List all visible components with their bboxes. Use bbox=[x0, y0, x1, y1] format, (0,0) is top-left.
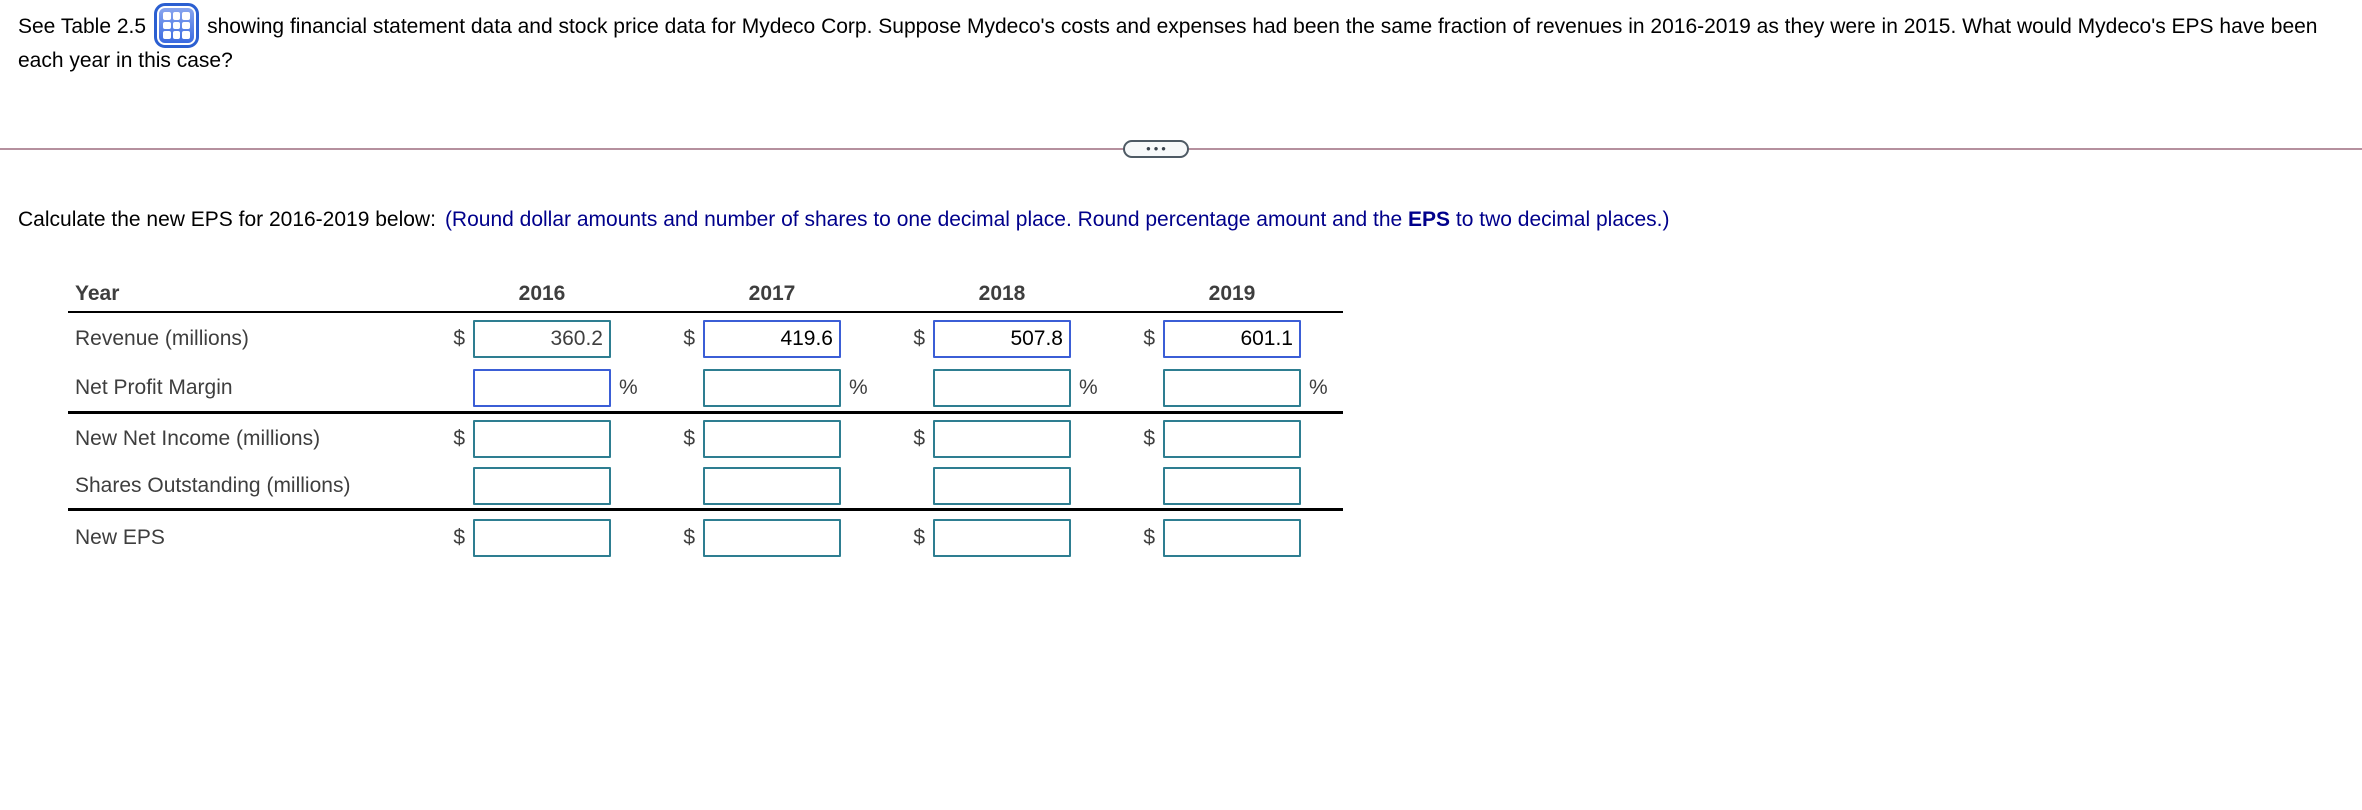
question-part1: See Table 2.5 bbox=[18, 15, 147, 38]
nni-2016-input[interactable] bbox=[473, 420, 611, 458]
dollar-sign: $ bbox=[1143, 427, 1155, 450]
question-part2: showing financial statement data and sto… bbox=[18, 15, 2318, 72]
percent-sign: % bbox=[619, 375, 638, 399]
nni-2017-input[interactable] bbox=[703, 420, 841, 458]
eps-2019-input[interactable] bbox=[1163, 519, 1301, 557]
percent-sign: % bbox=[1079, 375, 1098, 399]
instruction-black: Calculate the new EPS for 2016-2019 belo… bbox=[18, 208, 436, 231]
table-row-new-eps: New EPS $ $ $ $ bbox=[68, 511, 1343, 565]
nni-2019-input[interactable] bbox=[1163, 420, 1301, 458]
shares-2017-input[interactable] bbox=[703, 467, 841, 505]
table-icon[interactable] bbox=[154, 2, 200, 48]
eps-2017-input[interactable] bbox=[703, 519, 841, 557]
year-header-2019: 2019 bbox=[1135, 282, 1343, 306]
dollar-sign: $ bbox=[913, 526, 925, 549]
percent-sign: % bbox=[849, 375, 868, 399]
new-eps-label: New EPS bbox=[75, 526, 165, 549]
question-text: See Table 2.5 showing financial statement… bbox=[18, 2, 2350, 78]
year-2018-label: 2018 bbox=[978, 281, 1026, 305]
eps-2016-input[interactable] bbox=[473, 519, 611, 557]
year-2017-label: 2017 bbox=[748, 281, 796, 305]
dollar-sign: $ bbox=[683, 427, 695, 450]
dollar-sign: $ bbox=[913, 427, 925, 450]
revenue-2018-input[interactable] bbox=[933, 319, 1071, 358]
shares-2019-input[interactable] bbox=[1163, 467, 1301, 505]
npm-2019-input[interactable] bbox=[1163, 368, 1301, 407]
answer-table: Year 2016 2017 2018 2019 Revenue (millio… bbox=[68, 276, 1343, 565]
year-2016-label: 2016 bbox=[518, 281, 566, 305]
table-row-revenue: Revenue (millions) $ $ $ $ bbox=[68, 313, 1343, 364]
npm-2018-input[interactable] bbox=[933, 368, 1071, 407]
nni-2018-input[interactable] bbox=[933, 420, 1071, 458]
net-profit-margin-label: Net Profit Margin bbox=[75, 375, 233, 399]
revenue-2016-input[interactable] bbox=[473, 319, 611, 358]
year-header-2018: 2018 bbox=[905, 282, 1135, 306]
table-row-shares-outstanding: Shares Outstanding (millions) bbox=[68, 464, 1343, 511]
dollar-sign: $ bbox=[913, 326, 925, 350]
table-row-new-net-income: New Net Income (millions) $ $ $ $ bbox=[68, 414, 1343, 464]
instruction-blue-after: to two decimal places.) bbox=[1450, 208, 1670, 231]
ellipsis-icon: ••• bbox=[1146, 141, 1169, 156]
revenue-label: Revenue (millions) bbox=[75, 326, 249, 350]
table-icon-grid bbox=[159, 7, 195, 43]
ellipsis-toggle-button[interactable]: ••• bbox=[1123, 140, 1189, 158]
eps-2018-input[interactable] bbox=[933, 519, 1071, 557]
instruction-blue-bold: EPS bbox=[1408, 208, 1451, 231]
new-net-income-label: New Net Income (millions) bbox=[75, 427, 321, 450]
table-row-net-profit-margin: Net Profit Margin % % % % bbox=[68, 364, 1343, 414]
npm-2016-input[interactable] bbox=[473, 368, 611, 407]
revenue-2019-input[interactable] bbox=[1163, 319, 1301, 358]
instruction-blue: (Round dollar amounts and number of shar… bbox=[445, 208, 1670, 231]
shares-2018-input[interactable] bbox=[933, 467, 1071, 505]
dollar-sign: $ bbox=[1143, 326, 1155, 350]
year-header-label: Year bbox=[75, 281, 120, 305]
instruction-text: Calculate the new EPS for 2016-2019 belo… bbox=[18, 205, 2350, 235]
shares-2016-input[interactable] bbox=[473, 467, 611, 505]
table-header-row: Year 2016 2017 2018 2019 bbox=[68, 276, 1343, 313]
year-header-2017: 2017 bbox=[675, 282, 905, 306]
dollar-sign: $ bbox=[453, 326, 465, 350]
dollar-sign: $ bbox=[453, 526, 465, 549]
dollar-sign: $ bbox=[683, 326, 695, 350]
year-2019-label: 2019 bbox=[1208, 281, 1256, 305]
revenue-2017-input[interactable] bbox=[703, 319, 841, 358]
dollar-sign: $ bbox=[683, 526, 695, 549]
instruction-blue-before: (Round dollar amounts and number of shar… bbox=[444, 208, 1409, 231]
shares-outstanding-label: Shares Outstanding (millions) bbox=[75, 474, 351, 497]
percent-sign: % bbox=[1309, 375, 1328, 399]
year-header-2016: 2016 bbox=[445, 282, 675, 306]
dollar-sign: $ bbox=[1143, 526, 1155, 549]
npm-2017-input[interactable] bbox=[703, 368, 841, 407]
dollar-sign: $ bbox=[453, 427, 465, 450]
